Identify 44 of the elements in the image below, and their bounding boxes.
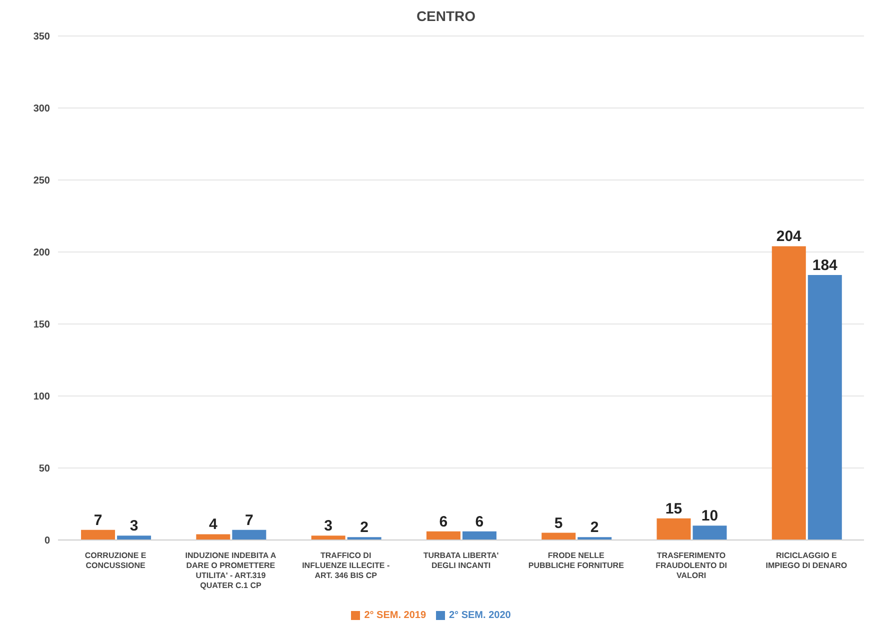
data-label: 6 — [475, 513, 484, 530]
y-tick-label: 100 — [33, 392, 50, 403]
bar — [117, 536, 152, 540]
data-label: 204 — [776, 228, 802, 246]
data-label: 3 — [324, 518, 332, 535]
data-label: 7 — [94, 512, 102, 529]
bar — [656, 518, 691, 540]
chart-title: CENTRO — [415, 8, 477, 26]
bar — [692, 526, 727, 540]
bar — [808, 275, 842, 540]
x-tick-label: TRAFFICO DI INFLUENZE ILLECITE - ART. 346 BIS CP — [302, 551, 390, 580]
y-tick-label: 200 — [33, 248, 50, 259]
bar — [462, 531, 496, 540]
data-label: 5 — [554, 514, 563, 532]
x-tick-label: TURBATA LIBERTA' DEGLI INCANTI — [423, 551, 499, 570]
y-tick-label: 0 — [44, 536, 50, 547]
x-tick-label: TRASFERIMENTO FRAUDOLENTO DI VALORI — [656, 551, 727, 580]
y-tick-label: 250 — [33, 176, 50, 187]
data-label: 15 — [665, 500, 682, 518]
legend-label: 2° SEM. 2019 — [364, 610, 426, 621]
y-tick-label: 350 — [33, 32, 50, 43]
data-label: 3 — [130, 518, 138, 535]
legend-label: 2° SEM. 2020 — [449, 610, 511, 621]
bar — [542, 532, 576, 540]
y-tick-label: 50 — [38, 464, 50, 475]
x-tick-label: CORRUZIONE E CONCUSSIONE — [84, 551, 147, 570]
bar — [311, 536, 346, 540]
data-label: 7 — [245, 512, 254, 529]
y-tick-label: 300 — [33, 104, 50, 115]
bar — [232, 530, 266, 540]
bar — [196, 534, 230, 540]
bar — [772, 246, 806, 540]
data-label: 10 — [701, 508, 718, 525]
x-tick-label: RICICLAGGIO E IMPIEGO DI DENARO — [766, 551, 848, 570]
data-label: 6 — [439, 513, 448, 530]
bar — [81, 530, 116, 540]
data-label: 2 — [360, 519, 368, 536]
data-label: 2 — [590, 519, 599, 536]
data-label: 184 — [812, 257, 838, 274]
bar — [426, 531, 460, 540]
data-label: 4 — [209, 516, 218, 534]
y-tick-label: 150 — [33, 320, 50, 331]
x-tick-label: FRODE NELLE PUBBLICHE FORNITURE — [528, 551, 625, 570]
x-tick-label: INDUZIONE INDEBITA A DARE O PROMETTERE UTILITA' - ART.319 QUATER C.1 CP — [185, 551, 276, 590]
